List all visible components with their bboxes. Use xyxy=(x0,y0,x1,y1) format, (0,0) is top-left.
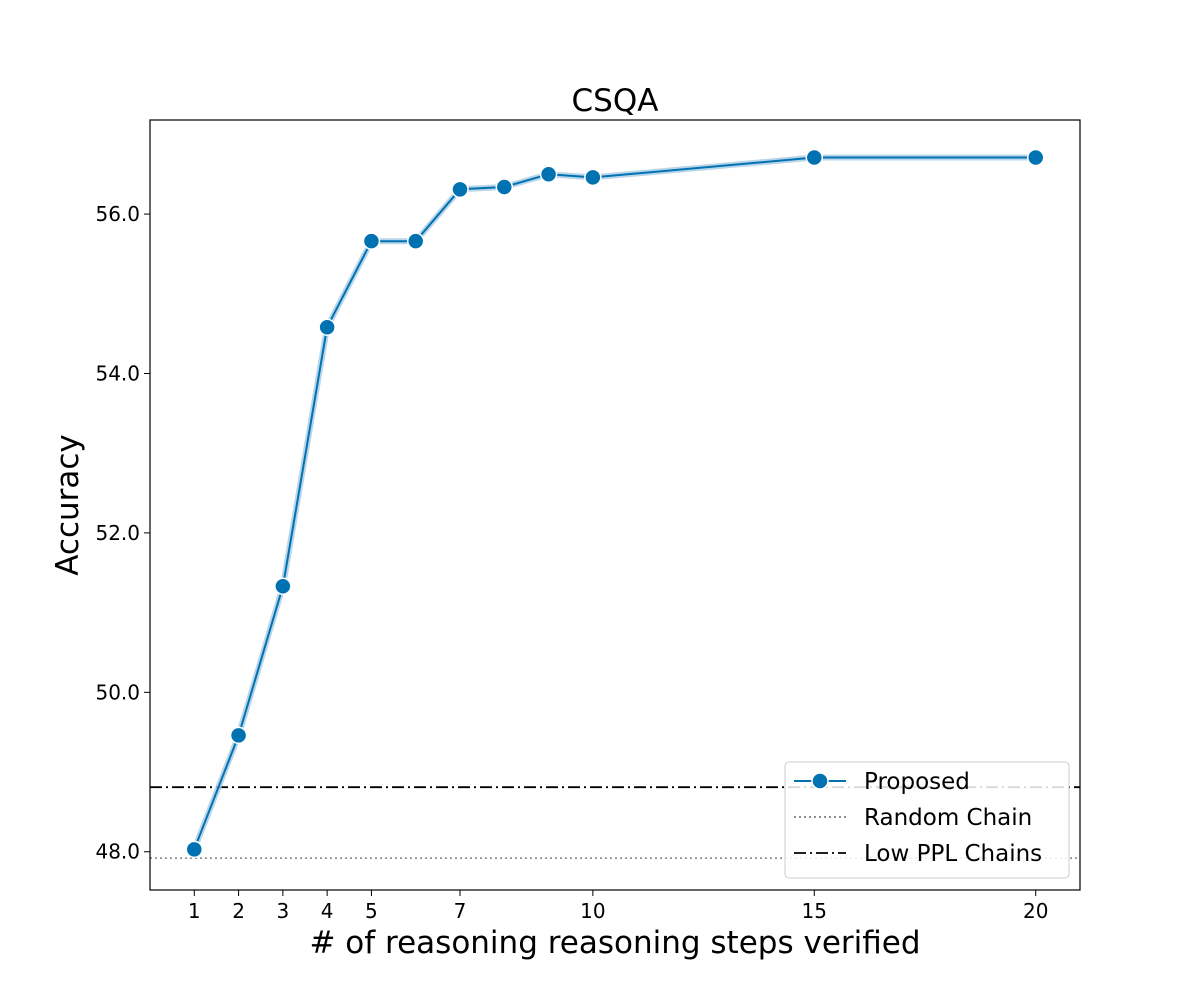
data-point xyxy=(805,148,824,167)
confidence-band xyxy=(191,154,1039,853)
legend-label: Proposed xyxy=(864,769,970,795)
data-point xyxy=(495,178,514,196)
x-tick-label: 4 xyxy=(321,899,334,923)
data-point xyxy=(406,232,425,250)
legend-label: Random Chain xyxy=(864,805,1032,831)
x-tick-label: 20 xyxy=(1023,899,1048,923)
data-point xyxy=(451,180,469,199)
legend-box xyxy=(784,761,1070,879)
legend-marker xyxy=(811,772,829,790)
y-axis-ticks: 48.0 50.0 52.0 54.0 56.0 xyxy=(95,202,150,864)
x-axis-ticks: 1 2 3 4 5 7 10 15 20 xyxy=(188,890,1048,923)
data-point xyxy=(229,726,248,745)
x-tick-label: 3 xyxy=(276,899,289,923)
data-point xyxy=(362,232,381,250)
y-tick-label: 52.0 xyxy=(95,521,140,545)
y-tick-label: 54.0 xyxy=(95,361,140,385)
legend-entry: Low PPL Chains xyxy=(794,841,1042,867)
legend-label: Low PPL Chains xyxy=(864,841,1042,867)
chart-title: CSQA xyxy=(572,83,659,119)
data-point xyxy=(318,318,336,336)
data-point xyxy=(539,165,558,183)
plot-frame xyxy=(149,119,1081,891)
legend-entry: Random Chain xyxy=(794,805,1032,831)
y-tick-label: 48.0 xyxy=(95,840,140,864)
x-tick-label: 15 xyxy=(802,899,827,923)
y-axis-label: Accuracy xyxy=(50,434,86,576)
x-tick-label: 1 xyxy=(188,899,201,923)
series-line xyxy=(193,156,1036,850)
data-point xyxy=(1026,148,1045,167)
series-layer xyxy=(185,148,1045,859)
y-tick-label: 50.0 xyxy=(95,680,140,704)
x-axis-label: # of reasoning reasoning steps verified xyxy=(309,925,920,961)
x-tick-label: 7 xyxy=(454,899,467,923)
legend: Proposed Random Chain Low PPL Chains xyxy=(784,761,1070,879)
y-tick-label: 56.0 xyxy=(95,202,140,226)
data-point xyxy=(274,577,292,596)
x-tick-label: 10 xyxy=(580,899,605,923)
data-point xyxy=(185,840,204,859)
data-point xyxy=(584,168,602,187)
legend-entry: Proposed xyxy=(794,769,970,795)
x-tick-label: 2 xyxy=(232,899,245,923)
x-tick-label: 5 xyxy=(365,899,378,923)
